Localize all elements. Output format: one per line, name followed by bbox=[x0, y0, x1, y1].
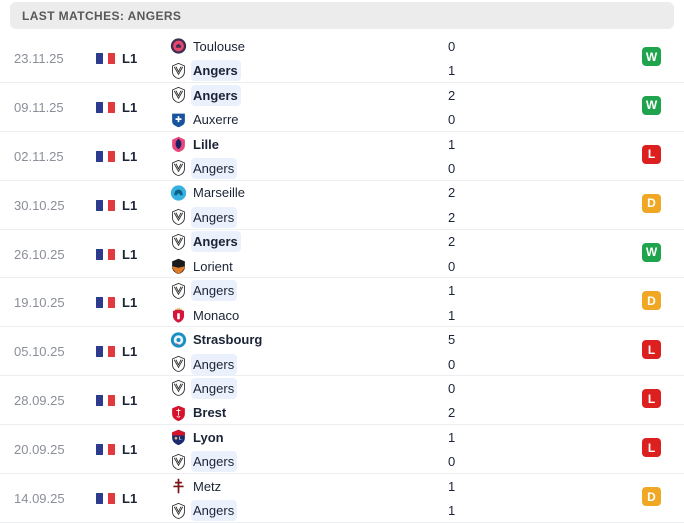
svg-text:L: L bbox=[179, 436, 182, 441]
